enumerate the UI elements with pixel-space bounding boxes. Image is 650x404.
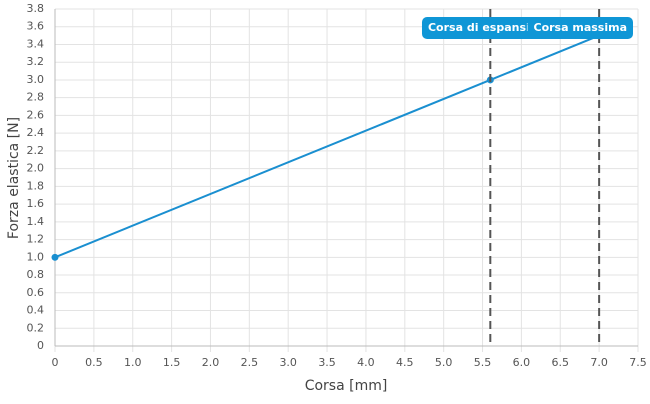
data-point [51,253,59,261]
x-tick-label: 3.5 [318,356,336,369]
x-tick-label: 4.5 [396,356,414,369]
y-tick-label: 2.2 [27,144,45,157]
y-tick-label: 2.0 [27,162,45,175]
x-tick-label: 5.0 [435,356,453,369]
y-tick-label: 1.4 [27,215,45,228]
y-tick-label: 1.2 [27,233,45,246]
y-tick-label: 3.2 [27,55,45,68]
x-tick-label: 2.0 [202,356,220,369]
x-tick-label: 2.5 [241,356,259,369]
y-tick-label: 0.4 [27,304,45,317]
x-tick-label: 1.0 [124,356,142,369]
y-tick-label: 0.6 [27,286,45,299]
y-tick-label: 3.8 [27,2,45,15]
x-tick-label: 7.5 [629,356,647,369]
annotation-label: Corsa massima [527,17,633,39]
annotation-text: Corsa massima [534,21,628,34]
x-tick-label: 1.5 [163,356,181,369]
annotation-label: Corsa di espansione [421,17,559,39]
y-tick-label: 3.0 [27,73,45,86]
y-tick-label: 0 [37,339,44,352]
y-tick-label: 2.8 [27,91,45,104]
x-tick-label: 3.0 [279,356,297,369]
y-tick-label: 0.2 [27,321,45,334]
y-tick-label: 0.8 [27,268,45,281]
annotation-text: Corsa di espansione [428,21,553,34]
x-axis-label: Corsa [mm] [305,378,388,394]
x-tick-label: 0.5 [85,356,103,369]
annotation-box [421,17,559,39]
y-tick-label: 1.6 [27,197,45,210]
x-tick-label: 5.5 [474,356,492,369]
y-tick-label: 1.8 [27,179,45,192]
x-tick-label: 6.0 [513,356,531,369]
y-tick-label: 3.6 [27,20,45,33]
y-tick-label: 2.6 [27,108,45,121]
y-tick-label: 1.0 [27,250,45,263]
annotation-box [527,17,633,39]
x-tick-label: 0 [52,356,59,369]
y-axis-label: Forza elastica [N] [6,117,22,239]
x-tick-label: 6.5 [552,356,570,369]
y-tick-label: 2.4 [27,126,45,139]
x-tick-label: 7.0 [590,356,608,369]
y-tick-label: 3.4 [27,37,45,50]
x-tick-label: 4.0 [357,356,375,369]
